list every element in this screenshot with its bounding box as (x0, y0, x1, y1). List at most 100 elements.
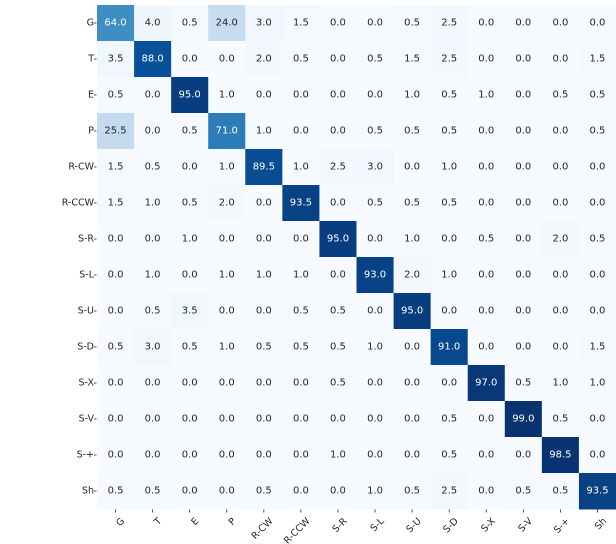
cell-value-label: 0.0 (330, 54, 346, 65)
cell-value-label: 0.0 (256, 234, 272, 245)
cell-value-label: 0.5 (552, 414, 568, 425)
cell-value-label: 0.0 (515, 90, 531, 101)
heatmap-cell (467, 221, 506, 258)
heatmap-cell (578, 149, 616, 186)
cell-value-label: 0.0 (256, 90, 272, 101)
cell-value-label: 1.0 (182, 234, 198, 245)
x-tick-label: T (152, 516, 165, 529)
cell-value-label: 0.0 (478, 306, 494, 317)
y-tick-label: P (88, 126, 94, 137)
cell-value-label: 0.0 (367, 234, 383, 245)
cell-value-label: 0.5 (590, 234, 606, 245)
cell-value-label: 1.0 (478, 90, 494, 101)
heatmap-cell (578, 221, 616, 258)
cell-value-label: 0.5 (256, 486, 272, 497)
cell-value-label: 0.0 (182, 450, 198, 461)
cell-value-label: 1.0 (367, 486, 383, 497)
x-tick-label: Sh (593, 516, 609, 532)
cell-value-label: 1.0 (293, 270, 309, 281)
cell-value-label: 0.0 (552, 270, 568, 281)
cell-value-label: 0.5 (515, 378, 531, 389)
cell-value-label: 0.0 (256, 378, 272, 389)
heatmap-cell (430, 221, 469, 258)
cell-value-label: 0.0 (515, 450, 531, 461)
heatmap-cell (208, 473, 246, 510)
heatmap-cell (430, 329, 469, 366)
cell-value-label: 0.5 (404, 126, 420, 137)
cell-value-label: 1.0 (145, 270, 161, 281)
heatmap-cell (393, 5, 432, 42)
cell-value-label: 0.0 (330, 90, 346, 101)
cell-value-label: 0.0 (256, 414, 272, 425)
heatmap-cell (245, 293, 283, 330)
cell-value-label: 0.0 (515, 198, 531, 209)
cell-value-label: 25.5 (104, 126, 126, 137)
x-tick-label: R-CW (250, 515, 276, 541)
cell-value-label: 0.0 (182, 270, 198, 281)
x-tick-label: S-L (368, 515, 387, 534)
heatmap-cell (541, 41, 580, 78)
cell-value-label: 0.0 (145, 234, 161, 245)
cell-value-label: 0.0 (108, 378, 124, 389)
cell-value-label: 93.5 (586, 486, 608, 497)
heatmap-cell (467, 401, 506, 438)
heatmap-cell (134, 293, 172, 330)
heatmap-cell (134, 41, 172, 78)
cell-value-label: 0.5 (182, 198, 198, 209)
heatmap-cell (504, 149, 543, 186)
heatmap-cell (504, 5, 543, 42)
cell-value-label: 3.0 (256, 18, 272, 29)
heatmap-cell (319, 221, 357, 258)
cell-value-label: 0.0 (219, 450, 235, 461)
cell-value-label: 0.0 (552, 198, 568, 209)
heatmap-cell (97, 113, 135, 150)
cell-value-label: 0.0 (293, 234, 309, 245)
cell-value-label: 2.0 (219, 198, 235, 209)
cell-value-label: 0.0 (293, 414, 309, 425)
x-tick-label: S-R (330, 516, 349, 535)
heatmap-cell (171, 401, 209, 438)
heatmap-cell (356, 41, 395, 78)
heatmap-cell (319, 293, 357, 330)
heatmap-cell (97, 365, 135, 402)
cell-value-label: 0.0 (552, 126, 568, 137)
heatmap-cell (134, 473, 172, 510)
cell-value-label: 1.0 (256, 270, 272, 281)
cell-value-label: 99.0 (512, 414, 534, 425)
cell-value-label: 0.0 (219, 234, 235, 245)
heatmap-cell (541, 185, 580, 222)
cell-value-label: 1.5 (108, 198, 124, 209)
heatmap-cell (208, 221, 246, 258)
heatmap-cell (578, 257, 616, 294)
cell-value-label: 0.0 (404, 450, 420, 461)
heatmap-cell (578, 113, 616, 150)
heatmap-cell (467, 149, 506, 186)
y-axis-tick-labels: G T E P R-CW R-CCW S-R S-L S-U S-D S-X S-V S-+ Sh (62, 18, 97, 497)
cell-value-label: 95.0 (327, 234, 349, 245)
cell-value-label: 0.0 (219, 414, 235, 425)
heatmap-cell (430, 41, 469, 78)
heatmap-cell (134, 365, 172, 402)
heatmap-cell (282, 365, 320, 402)
cell-value-label: 2.0 (404, 270, 420, 281)
cell-value-label: 1.0 (441, 270, 457, 281)
cell-value-label: 1.0 (404, 90, 420, 101)
cell-value-label: 0.0 (256, 450, 272, 461)
heatmap-cell (171, 437, 209, 474)
cell-value-label: 1.5 (404, 54, 420, 65)
heatmap-cell (282, 329, 320, 366)
y-tick-label: S-D (77, 342, 94, 353)
heatmap-cell (578, 329, 616, 366)
heatmap-cell (97, 437, 135, 474)
heatmap-cell (356, 185, 395, 222)
heatmap-cell (245, 149, 283, 186)
heatmap-cell (245, 329, 283, 366)
heatmap-cell (430, 113, 469, 150)
cell-value-label: 0.0 (219, 306, 235, 317)
heatmap-cell (578, 185, 616, 222)
heatmap-cell (541, 473, 580, 510)
heatmap-cell (245, 77, 283, 114)
cell-value-label: 0.0 (182, 414, 198, 425)
cell-value-label: 1.5 (108, 162, 124, 173)
heatmap-cell (134, 185, 172, 222)
